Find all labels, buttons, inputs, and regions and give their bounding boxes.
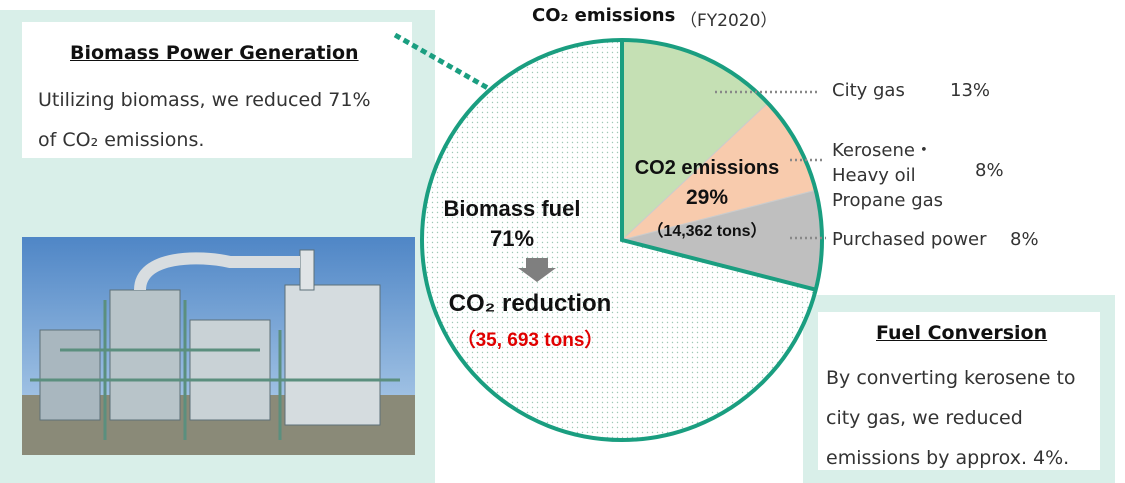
plant-photo (22, 237, 415, 455)
slice-label: Biomass fuel (444, 196, 581, 222)
page: Biomass Power Generation Utilizing bioma… (0, 0, 1125, 483)
slice-value: 8% (975, 160, 1004, 181)
slice-label: Kerosene・ Heavy oil Propane gas (832, 138, 943, 213)
reduction-label: CO₂ reduction (449, 290, 612, 318)
emissions-share: 29% (686, 186, 728, 210)
panel-text: Utilizing biomass, we reduced 71% of CO₂… (38, 80, 371, 160)
slice-label: Purchased power (832, 229, 987, 250)
slice-value: 71% (490, 226, 534, 252)
emissions-tons: （14,362 tons） (647, 217, 766, 241)
emissions-label: CO2 emissions (635, 157, 780, 180)
slice-label: City gas (832, 80, 905, 101)
chart-title: CO₂ emissions (532, 5, 675, 26)
panel-text: By converting kerosene to city gas, we r… (826, 358, 1076, 478)
slice-value: 8% (1010, 229, 1039, 250)
chart-subtitle: （FY2020） (680, 6, 777, 31)
reduction-tons: （35, 693 tons） (457, 325, 604, 352)
panel-title: Biomass Power Generation (70, 42, 359, 64)
panel-title: Fuel Conversion (876, 322, 1047, 344)
slice-value: 13% (950, 80, 990, 101)
